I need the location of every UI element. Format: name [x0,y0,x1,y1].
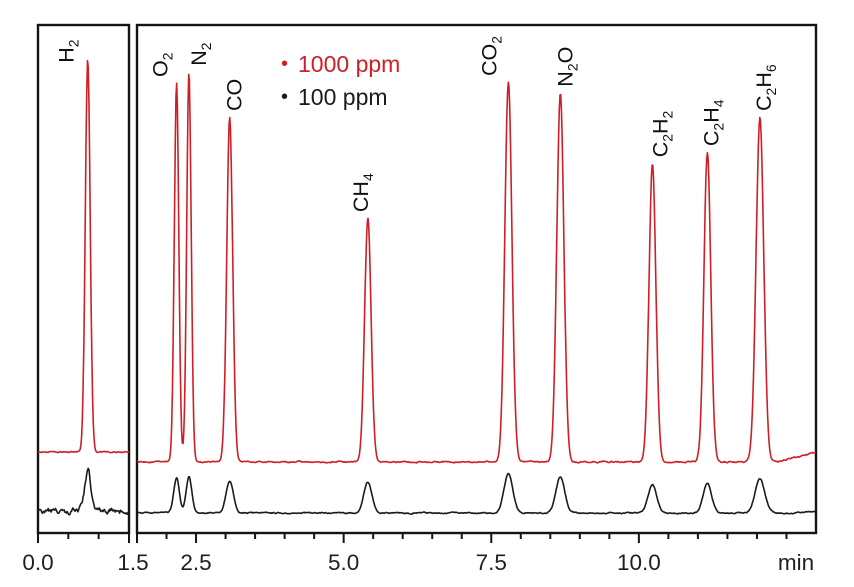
trace-1000ppm-right-panel [136,73,817,464]
legend-item-1000ppm: • 1000 ppm [281,49,400,80]
trace-100ppm-left-panel [37,467,130,516]
legend: • 1000 ppm • 100 ppm [281,49,400,113]
x-axis-tick-label: 10.0 [617,550,661,575]
peak-label-o2: O2 [149,52,176,77]
trace-1000ppm-left-panel [37,59,130,454]
legend-label-100ppm: 100 ppm [298,84,388,110]
trace-100ppm-right-panel [136,472,816,516]
x-axis-tick-label: 7.5 [476,550,507,575]
peak-label-c2h4: C2H4 [699,99,726,146]
peak-label-c2h2: C2H2 [648,110,675,157]
legend-marker-100ppm: • [281,86,289,108]
right-panel-frame [135,23,818,535]
peak-label-n2o: N2O [553,47,580,87]
peak-label-n2: N2 [187,42,214,66]
peak-label-co: CO [223,79,247,111]
peak-label-c2h6: C2H6 [752,64,779,111]
legend-label-1000ppm: 1000 ppm [298,51,401,77]
peak-label-co2: CO2 [477,36,504,76]
left-panel-frame [36,23,131,535]
x-axis-unit-label: min [778,550,814,575]
x-axis-tick-label: 2.5 [180,550,211,575]
legend-item-100ppm: • 100 ppm [281,82,400,113]
x-axis-tick-label: 5.0 [328,550,359,575]
x-axis-tick-label: 0.0 [22,550,53,575]
peak-label-h2: H2 [55,39,82,63]
x-axis-tick-label: 1.5 [117,550,148,575]
peak-label-ch4: CH4 [349,173,376,212]
legend-marker-1000ppm: • [281,53,289,75]
